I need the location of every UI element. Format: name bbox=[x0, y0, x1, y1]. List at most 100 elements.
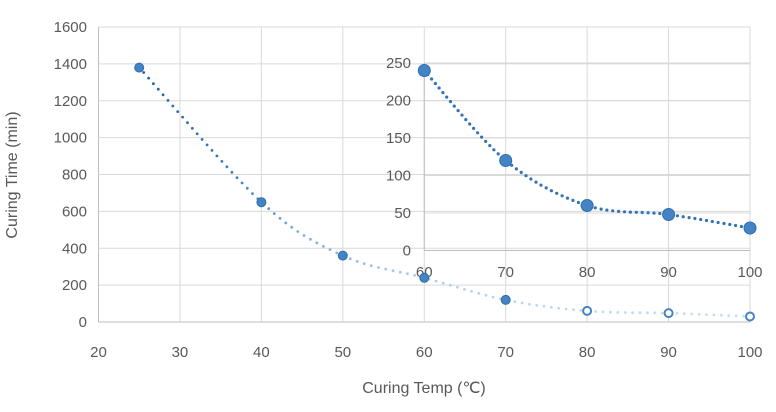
main-trendline-dot bbox=[315, 241, 319, 245]
inset-trendline-dot bbox=[611, 209, 615, 213]
main-trendline-dot bbox=[377, 266, 380, 269]
inset-trendline-dot bbox=[617, 209, 621, 213]
main-trendline-dot bbox=[210, 149, 214, 152]
main-trendline-dot bbox=[653, 311, 657, 315]
inset-x-tick-label: 100 bbox=[737, 264, 762, 281]
main-trendline-dot bbox=[520, 301, 524, 305]
main-trendline-dot bbox=[470, 290, 473, 293]
inset-trendline-dot bbox=[519, 170, 523, 174]
main-trendline-dot bbox=[697, 312, 701, 316]
main-x-tick-label: 50 bbox=[334, 344, 351, 361]
inset-y-tick-label: 0 bbox=[403, 243, 411, 260]
y-axis-title: Curing Time (min) bbox=[4, 111, 21, 238]
inset-trendline-dot bbox=[524, 174, 528, 178]
inset-trendline-dot bbox=[739, 224, 744, 229]
main-trendline-dot bbox=[690, 312, 694, 316]
main-trendline-dot bbox=[682, 312, 686, 316]
main-trendline-dot bbox=[200, 138, 204, 141]
main-trendline-dot bbox=[513, 300, 517, 304]
main-trendline-dot bbox=[235, 176, 239, 180]
main-trendline-dot bbox=[528, 302, 531, 306]
main-data-point-40 bbox=[256, 197, 267, 208]
inset-trendline-dot bbox=[555, 191, 559, 195]
main-trendline-dot bbox=[272, 212, 276, 216]
main-trendline-dot bbox=[623, 311, 627, 314]
inset-trendline-dot bbox=[710, 219, 714, 224]
main-trendline-dot bbox=[601, 310, 605, 314]
main-trendline-dot bbox=[161, 93, 165, 97]
inset-trendline-dot bbox=[534, 180, 538, 184]
main-trendline-dot bbox=[230, 170, 234, 174]
main-trendline-dot bbox=[245, 186, 249, 190]
main-trendline-dot bbox=[215, 154, 219, 158]
inset-trendline-dot bbox=[640, 210, 644, 215]
main-trendline-dot bbox=[166, 99, 170, 102]
inset-x-tick-label: 80 bbox=[579, 264, 596, 281]
main-x-tick-label: 40 bbox=[253, 344, 270, 361]
main-trendline-dot bbox=[302, 234, 306, 237]
gridlines bbox=[98, 26, 751, 323]
main-x-tick-label: 70 bbox=[497, 344, 514, 361]
inset-trendline-dot bbox=[634, 210, 638, 214]
inset-trendline-dot bbox=[675, 214, 680, 218]
main-trendline-dot bbox=[719, 313, 723, 317]
main-trendline-dot bbox=[572, 308, 575, 312]
inset-trendline-dot bbox=[496, 152, 500, 156]
main-trendline-dot bbox=[267, 207, 271, 211]
inset-trendline-dot bbox=[565, 196, 570, 200]
main-trendline-dot bbox=[355, 260, 359, 263]
inset-trendline-dot bbox=[571, 198, 575, 202]
inset-trendline-dot bbox=[560, 194, 564, 198]
main-trendline-dot bbox=[278, 216, 282, 220]
inset-trendline-dot bbox=[452, 104, 456, 108]
inset-trendline-dot bbox=[456, 109, 460, 113]
inset-trendline-dot bbox=[605, 208, 609, 212]
inset-trendline-dot bbox=[622, 210, 627, 214]
inset-y-tick-label: 200 bbox=[386, 93, 411, 110]
main-trendline-dot bbox=[594, 310, 597, 313]
main-trendline-dot bbox=[309, 237, 312, 241]
main-trendline-dot bbox=[660, 311, 664, 315]
inset-trendline-dot bbox=[704, 218, 709, 223]
main-y-tick-label: 1600 bbox=[54, 19, 87, 36]
inset-trendline-dot bbox=[492, 148, 496, 152]
inset-trendline-dot bbox=[437, 86, 441, 90]
main-trendline-dot bbox=[348, 257, 352, 261]
main-data-point-80 bbox=[582, 305, 593, 316]
main-trendline-dot bbox=[220, 160, 224, 163]
main-data-point-25 bbox=[134, 62, 145, 73]
main-trendline-dot bbox=[152, 82, 155, 86]
main-trendline-dot bbox=[328, 248, 332, 252]
main-trendline-dot bbox=[712, 313, 716, 317]
main-trendline-dot bbox=[290, 225, 294, 229]
main-trendline-dot bbox=[550, 305, 553, 309]
main-trendline-dot bbox=[181, 115, 185, 119]
inset-trendline-dot bbox=[464, 118, 468, 122]
main-trendline-dot bbox=[205, 143, 209, 147]
inset-trendline-dot bbox=[693, 216, 697, 221]
main-y-tick-label: 600 bbox=[62, 203, 87, 220]
main-trendline-dot bbox=[491, 295, 495, 299]
main-trendline-dot bbox=[734, 314, 738, 318]
main-y-tick-label: 1000 bbox=[54, 130, 87, 147]
inset-trendline-dot bbox=[484, 139, 488, 143]
inset-trendline-dot bbox=[716, 220, 720, 225]
main-x-tick-label: 60 bbox=[416, 344, 433, 361]
inset-trendline-dot bbox=[549, 189, 554, 193]
inset-y-tick-label: 100 bbox=[386, 168, 411, 185]
inset-y-tick-label: 250 bbox=[386, 55, 411, 72]
main-trendline-dot bbox=[156, 87, 160, 91]
main-trendline-dot bbox=[463, 288, 466, 291]
main-trendline-dot bbox=[284, 221, 288, 225]
inset-trendline-dot bbox=[448, 100, 453, 104]
inset-trendline-dot bbox=[734, 223, 738, 228]
main-y-tick-label: 0 bbox=[79, 314, 87, 331]
inset-trendline-dot bbox=[687, 216, 691, 220]
main-trendline-dot bbox=[477, 292, 481, 295]
main-y-tick-label: 400 bbox=[62, 240, 87, 257]
main-trendline-dot bbox=[727, 314, 731, 317]
main-trendline-dot bbox=[705, 313, 708, 316]
main-x-tick-label: 30 bbox=[172, 344, 189, 361]
main-trendline-dot bbox=[564, 307, 568, 311]
